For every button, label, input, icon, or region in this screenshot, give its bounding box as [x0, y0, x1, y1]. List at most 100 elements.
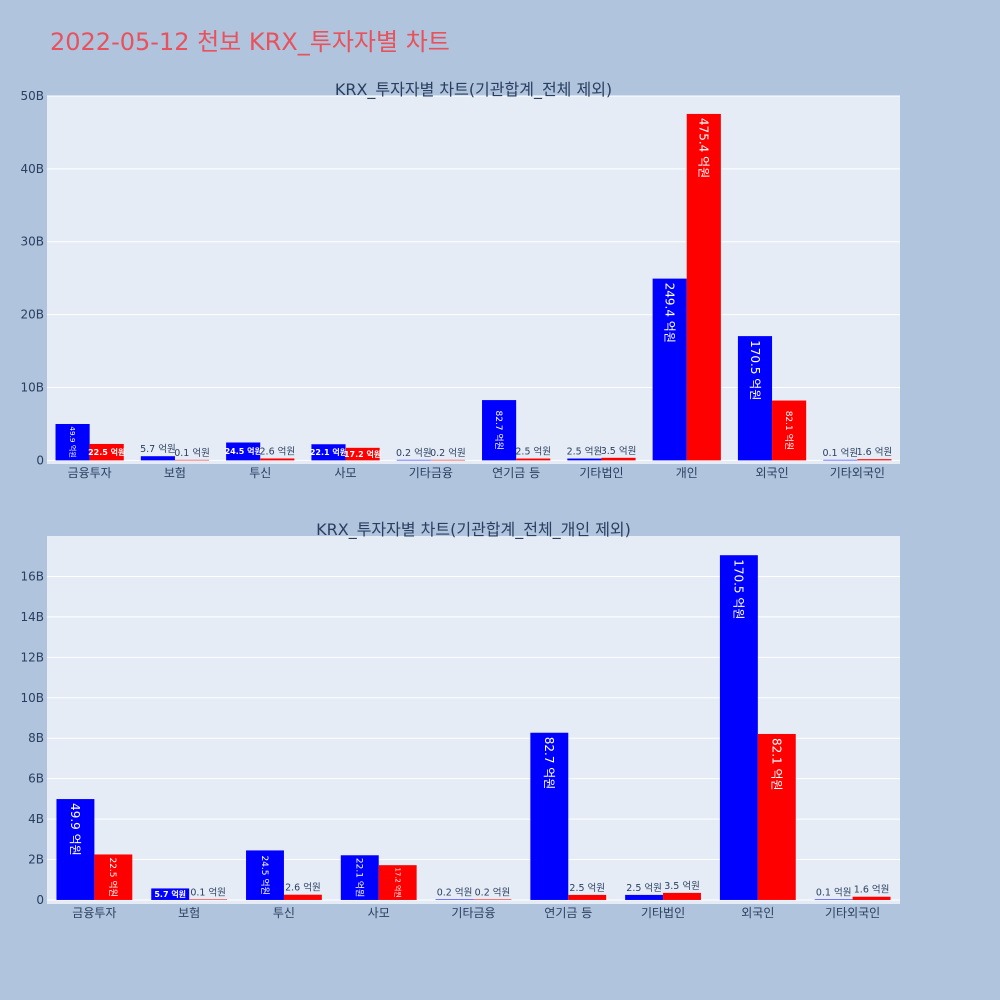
x-tick-label: 보험 [178, 906, 200, 920]
x-tick-label: 기타금융 [409, 466, 453, 480]
bar [601, 457, 636, 461]
bar-value-label: 0.1 억원 [816, 886, 852, 898]
x-tick-label: 기타외국인 [825, 906, 880, 920]
x-tick-label: 개인 [676, 466, 698, 480]
bar-value-label: 0.2 억원 [396, 447, 432, 459]
bar-value-label: 1.6 억원 [857, 446, 893, 458]
bar [772, 400, 807, 461]
bar [686, 113, 721, 461]
y-tick-label: 20B [20, 308, 44, 322]
bar [151, 888, 190, 900]
y-tick-label: 0 [36, 893, 44, 907]
y-tick-label: 30B [20, 235, 44, 249]
y-tick-label: 2B [28, 853, 44, 867]
bar [737, 336, 773, 461]
bar-value-label: 2.6 억원 [260, 445, 296, 457]
y-tick-label: 0 [36, 453, 44, 467]
bar-value-label: 82.1 억원 [783, 411, 795, 450]
x-tick-label: 기타법인 [641, 906, 685, 920]
bar-value-label: 2.6 억원 [285, 882, 321, 894]
bar-value-label: 82.7 억원 [493, 410, 505, 449]
y-tick-label: 14B [20, 610, 44, 624]
bar [226, 442, 261, 461]
bar [625, 894, 664, 900]
bar [857, 459, 892, 461]
bar-value-label: 0.2 억원 [437, 886, 473, 898]
x-tick-label: 사모 [335, 466, 357, 480]
bar-value-label: 22.5 억원 [88, 447, 125, 457]
y-tick-label: 6B [28, 772, 44, 786]
bar [56, 799, 95, 900]
x-tick-label: 기타금융 [451, 906, 495, 920]
x-tick-label: 기타외국인 [830, 466, 885, 480]
bar-value-label: 22.1 억원 [354, 858, 366, 897]
x-tick-label: 외국인 [741, 906, 774, 920]
chart-title: KRX_투자자별 차트(기관합계_전체 제외) [335, 80, 612, 100]
bar-value-label: 17.2 억원 [344, 449, 381, 459]
bar-value-label: 0.2 억원 [475, 886, 511, 898]
bar [567, 458, 602, 461]
bar-value-label: 1.6 억원 [854, 884, 890, 896]
chart-top: 0 10B 20B 30B 40B 50B KRX_투자자별 차트(기관합계_전체 제외) 금… [20, 80, 900, 480]
x-tick-label: 외국인 [755, 466, 788, 480]
y-tick-label: 12B [20, 650, 44, 664]
bar [482, 400, 517, 461]
bar [396, 459, 431, 461]
bar-value-label: 0.1 억원 [822, 447, 858, 459]
bar [189, 899, 228, 900]
bar-value-label: 475.4 억원 [697, 118, 711, 178]
bar [823, 459, 858, 461]
bar-value-label: 3.5 억원 [601, 445, 637, 457]
page-title: 2022-05-12 천보 KRX_투자자별 차트 [50, 28, 450, 56]
bar [94, 854, 133, 900]
x-tick-label: 기타법인 [579, 466, 623, 480]
bar-value-label: 2.5 억원 [569, 882, 605, 894]
bar-value-label: 2.5 억원 [626, 882, 662, 894]
bar-value-label: 22.1 억원 [310, 447, 347, 457]
y-tick-label: 10B [20, 380, 44, 394]
bar-value-label: 5.7 억원 [140, 443, 176, 455]
bar-value-label: 170.5 억원 [748, 340, 762, 400]
y-tick-label: 4B [28, 812, 44, 826]
chart-bottom: 0 2B 4B 6B 8B 10B 12B 14B 16B KRX_투자자별 차트(기관합계_전체… [20, 520, 900, 920]
x-tick-label: 보험 [164, 466, 186, 480]
bar [89, 443, 124, 461]
y-tick-label: 16B [20, 569, 44, 583]
bar-value-label: 170.5 억원 [732, 559, 746, 619]
bar [852, 896, 891, 900]
bar [663, 892, 701, 900]
bar-value-label: 3.5 억원 [664, 880, 700, 892]
bar [174, 459, 210, 461]
x-tick-label: 금융투자 [72, 906, 116, 920]
bar [340, 855, 379, 900]
bar [246, 850, 284, 900]
bar [516, 458, 551, 461]
bar-value-label: 82.1 억원 [770, 738, 784, 791]
bar-value-label: 2.5 억원 [515, 446, 551, 458]
x-tick-label: 연기금 등 [544, 906, 592, 920]
bar [652, 278, 687, 461]
bar [311, 444, 346, 461]
x-tick-label: 사모 [368, 906, 390, 920]
bar [283, 894, 322, 900]
bar-value-label: 49.9 억원 [68, 803, 82, 856]
bar [430, 459, 465, 461]
bar-value-label: 24.5 억원 [259, 855, 271, 894]
y-tick-label: 40B [20, 162, 44, 176]
bar [435, 899, 474, 900]
chart-title: KRX_투자자별 차트(기관합계_전체_개인 제외) [316, 520, 631, 540]
x-tick-label: 투신 [273, 906, 295, 920]
bar [345, 447, 380, 461]
y-tick-label: 8B [28, 731, 44, 745]
bar [814, 899, 853, 900]
x-tick-label: 연기금 등 [492, 466, 540, 480]
bar [140, 456, 175, 461]
bar [378, 865, 417, 900]
bar-value-label: 82.7 억원 [542, 737, 556, 790]
bar [55, 423, 90, 461]
bar-value-label: 2.5 억원 [567, 446, 603, 458]
y-tick-label: 10B [20, 691, 44, 705]
bar-value-label: 0.1 억원 [174, 447, 210, 459]
bar-value-label: 0.1 억원 [190, 886, 226, 898]
